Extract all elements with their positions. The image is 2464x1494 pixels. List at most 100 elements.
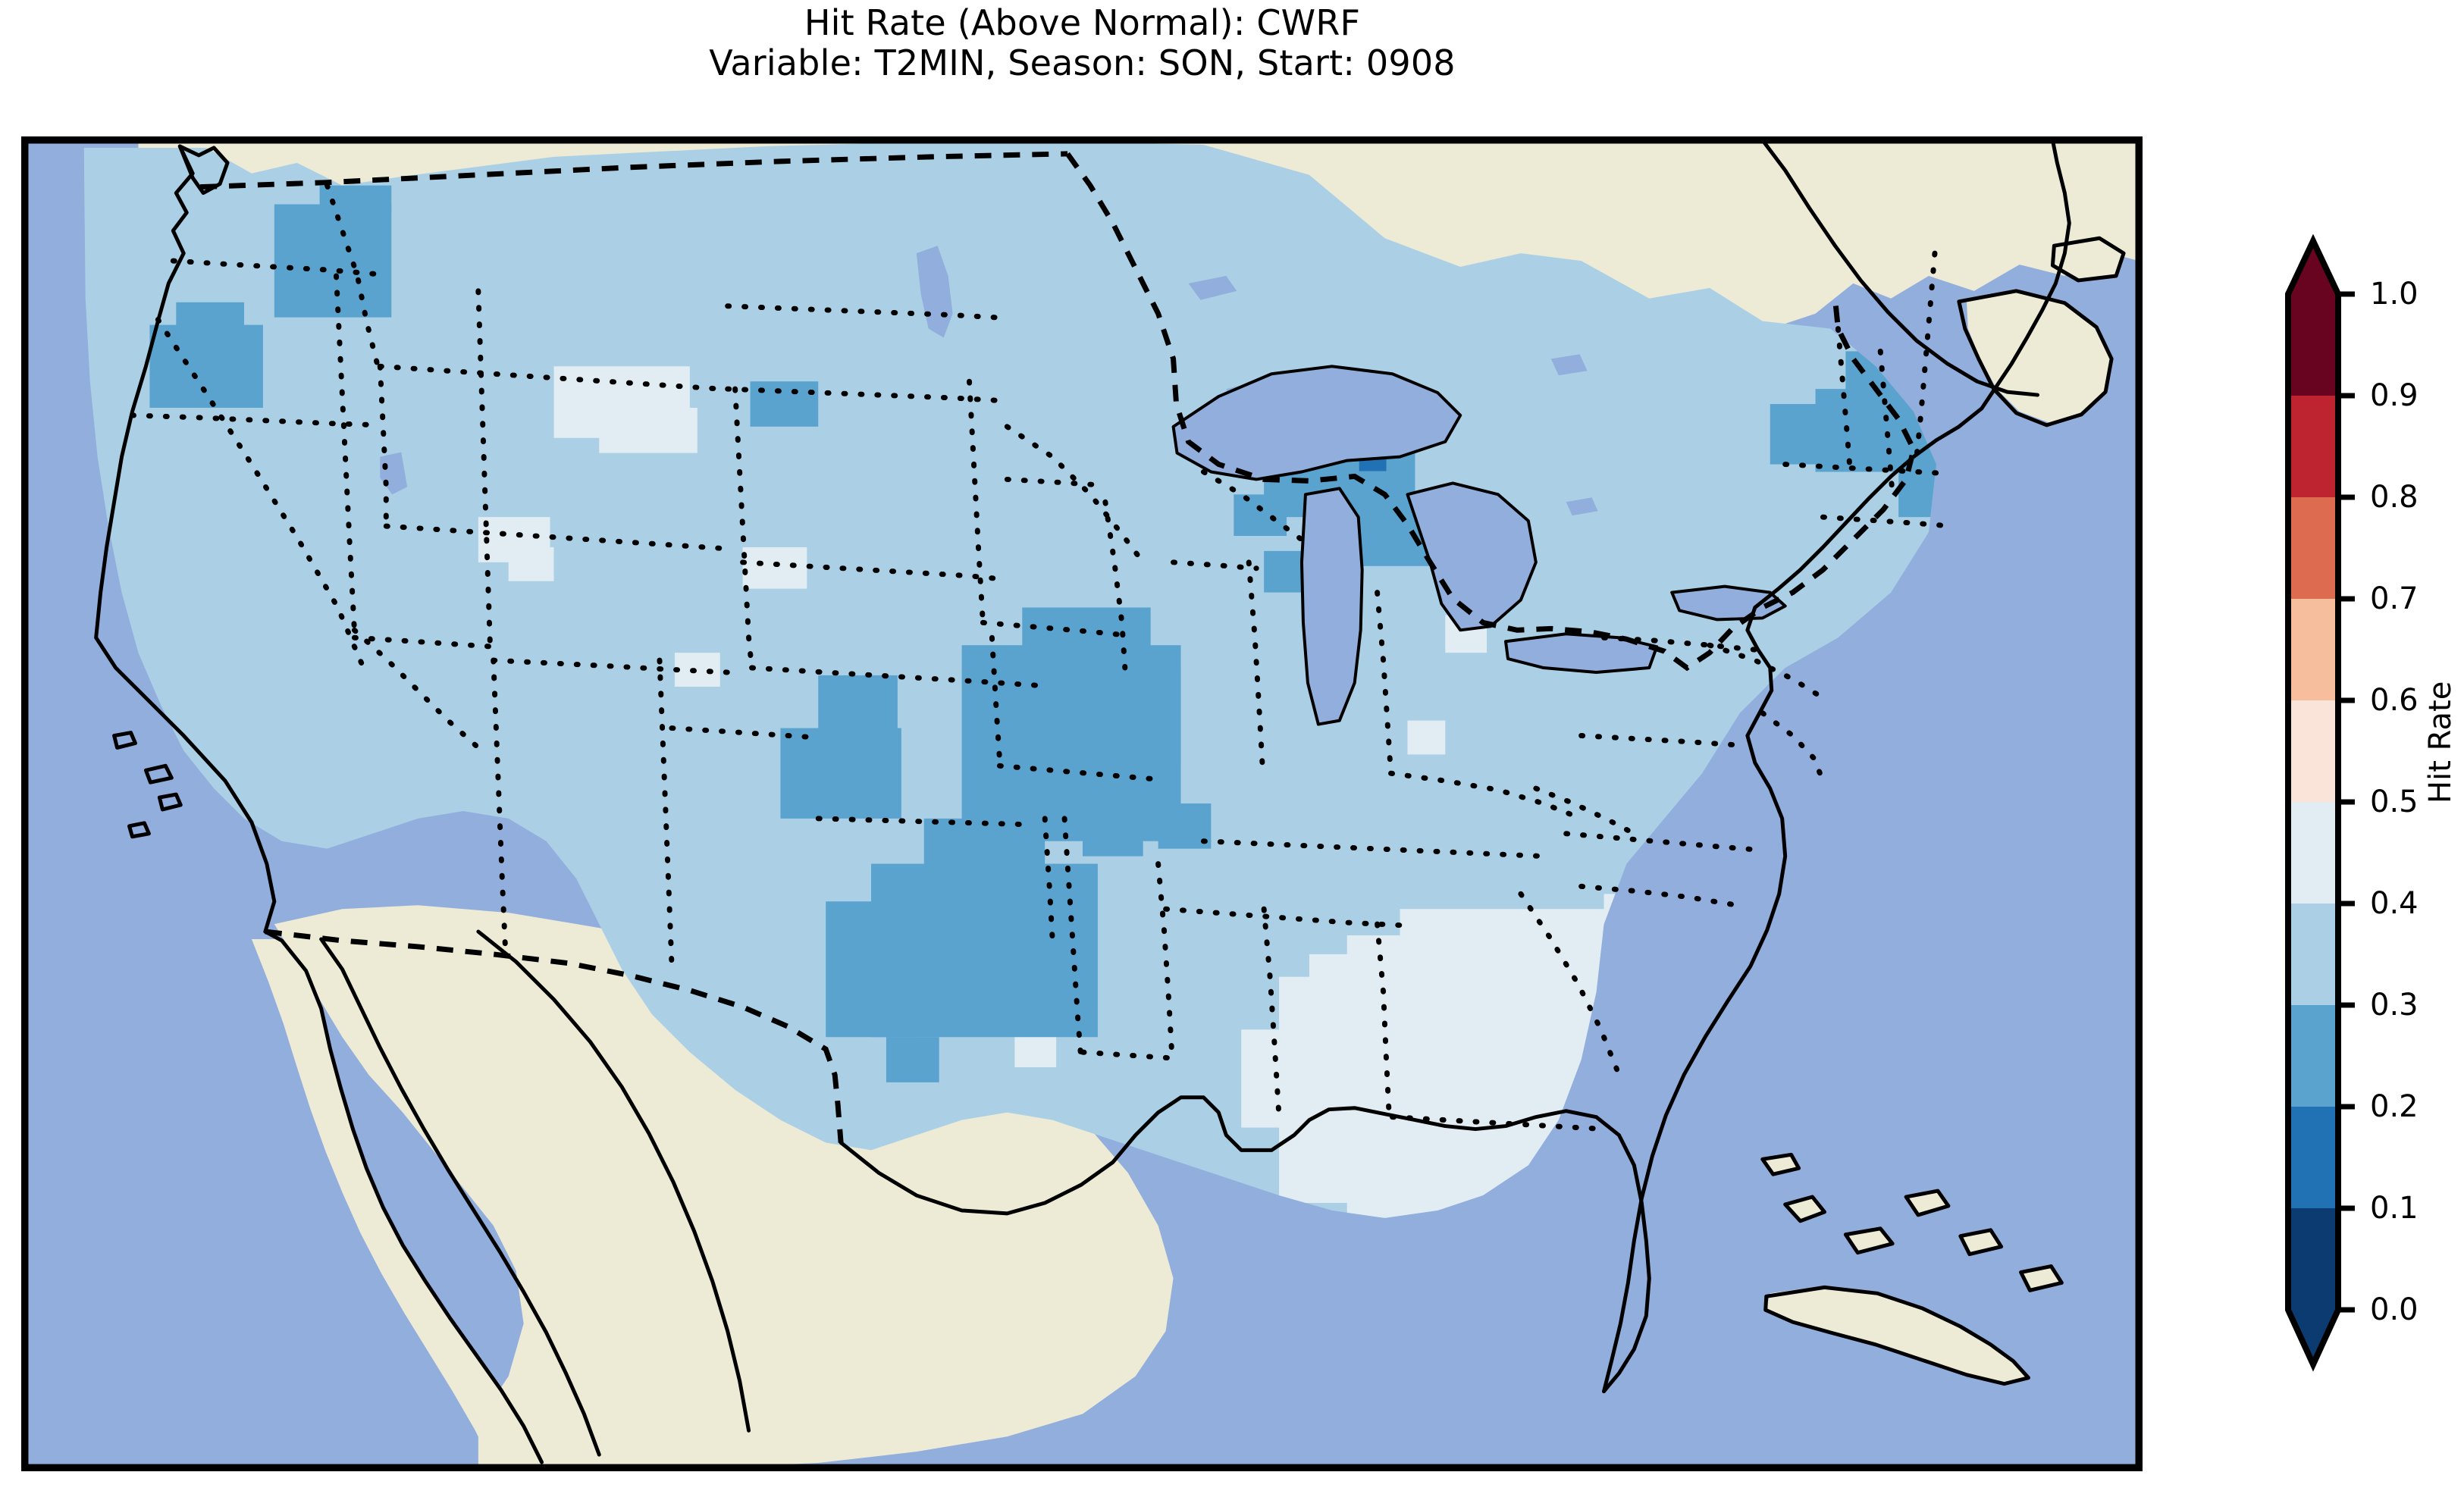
state-border-ut-co bbox=[475, 288, 494, 656]
state-border-ut-az bbox=[351, 634, 497, 650]
state-border-mn-wi bbox=[1004, 424, 1146, 565]
lake-ontario bbox=[1672, 586, 1785, 620]
state-border-ne-ks bbox=[740, 559, 1002, 582]
small-lake-a bbox=[1188, 275, 1237, 300]
nova-scotia-landmass bbox=[1966, 240, 2122, 423]
lake-superior-outline bbox=[1171, 365, 1462, 481]
colorbar-extend-max bbox=[2288, 241, 2338, 294]
small-lake-c bbox=[1550, 354, 1588, 376]
state-border-mi-wi bbox=[1200, 469, 1305, 543]
cuba-landmass bbox=[1766, 1286, 2027, 1383]
colorbar-tick-0.2: 0.2 bbox=[2370, 1089, 2419, 1124]
small-lake-d bbox=[1566, 497, 1598, 516]
colorbar-svg bbox=[2285, 233, 2355, 1372]
state-border-ia-mo bbox=[980, 619, 1124, 637]
state-border-la-ms bbox=[1080, 1049, 1177, 1061]
state-border-oh-wv-ky bbox=[1388, 770, 1585, 822]
state-border-tx-la bbox=[1061, 816, 1084, 1063]
state-border-al-ga bbox=[1375, 921, 1393, 1123]
lake-michigan-outline bbox=[1299, 487, 1364, 726]
state-border-in-oh bbox=[1375, 590, 1394, 776]
coastlines bbox=[94, 140, 2126, 1464]
state-border-ct-ma bbox=[1820, 514, 1955, 529]
colorbar-tick-1.0: 1.0 bbox=[2370, 277, 2419, 312]
border-us-canada-lakes bbox=[1065, 152, 1917, 672]
great-lakes bbox=[380, 246, 1785, 725]
colorbar-band-0.7-0.8 bbox=[2288, 497, 2338, 599]
state-border-mt-wy bbox=[377, 363, 723, 392]
state-borders bbox=[130, 183, 1955, 1132]
state-border-ne-england-1 bbox=[1782, 462, 1947, 476]
baja-peninsula bbox=[251, 938, 547, 1467]
bahamas-islands bbox=[1762, 1153, 2061, 1289]
coastline-pei bbox=[2050, 236, 2126, 283]
coastline-bahamas bbox=[1760, 1152, 2064, 1292]
state-border-ok-ar bbox=[1042, 816, 1055, 942]
country-borders bbox=[200, 151, 1917, 1143]
colorbar: 1.0 0.9 0.8 0.7 0.6 0.5 0.4 0.3 0.2 0.1 … bbox=[2285, 233, 2419, 1372]
state-border-ok-tx-panhandle bbox=[669, 725, 813, 740]
state-border-ca-nv bbox=[155, 317, 366, 671]
colorbar-band-0.2-0.3 bbox=[2288, 1005, 2338, 1107]
map-axes bbox=[21, 136, 2143, 1471]
map-frame-border bbox=[25, 140, 2139, 1467]
coastline-cuba bbox=[1763, 1285, 2031, 1386]
state-border-ks-ok bbox=[749, 665, 1048, 689]
colorbar-tick-0.1: 0.1 bbox=[2370, 1191, 2419, 1226]
state-border-wv-va bbox=[1533, 785, 1637, 837]
colorbar-tick-0.9: 0.9 bbox=[2370, 378, 2419, 413]
colorbar-band-0.4-0.5 bbox=[2288, 802, 2338, 904]
state-border-nv-ut bbox=[334, 273, 357, 633]
coastline-gulf-california bbox=[319, 937, 601, 1457]
state-border-ms-al bbox=[1261, 906, 1282, 1120]
lake-michigan bbox=[1301, 488, 1362, 725]
state-border-az-nm bbox=[491, 657, 509, 954]
colorbar-tick-0.0: 0.0 bbox=[2370, 1292, 2419, 1327]
coastline-puget-sound bbox=[177, 144, 230, 196]
coastline-newfoundland bbox=[1957, 289, 2114, 428]
colorbar-extend-min bbox=[2288, 1310, 2338, 1364]
state-border-nd-sd bbox=[725, 303, 1010, 321]
colorbar-tick-0.6: 0.6 bbox=[2370, 683, 2419, 718]
colorbar-band-0.5-0.6 bbox=[2288, 700, 2338, 802]
state-border-ky-tn bbox=[1200, 838, 1547, 860]
lake-ontario-outline bbox=[1670, 584, 1787, 622]
title-line-2: Variable: T2MIN, Season: SON, Start: 090… bbox=[709, 42, 1456, 84]
state-border-tn-ms-al-ga bbox=[1163, 906, 1410, 929]
colorbar-tick-0.3: 0.3 bbox=[2370, 988, 2419, 1023]
colorbar-band-0.0-0.1 bbox=[2288, 1208, 2338, 1310]
small-lake-b bbox=[1226, 384, 1251, 402]
state-border-tx-ok bbox=[815, 816, 1033, 828]
state-border-mn-ia bbox=[1004, 476, 1108, 488]
coastline-west bbox=[94, 144, 277, 934]
colorbar-band-0.9-1.0 bbox=[2288, 294, 2338, 396]
colorbar-band-0.3-0.4 bbox=[2288, 904, 2338, 1005]
colorbar-tick-0.4: 0.4 bbox=[2370, 886, 2419, 921]
colorbar-tick-0.7: 0.7 bbox=[2370, 581, 2419, 616]
lake-erie bbox=[1505, 634, 1657, 672]
coastline-channel-islands bbox=[112, 731, 183, 839]
map-canvas bbox=[25, 140, 2139, 1467]
state-border-ga-sc bbox=[1518, 891, 1622, 1078]
lake-erie-outline bbox=[1504, 632, 1659, 674]
state-border-va-nc bbox=[1563, 831, 1766, 853]
colorbar-axis-label: Hit Rate bbox=[2423, 681, 2458, 803]
coastline-baja bbox=[263, 929, 544, 1464]
coastline-mexico-west bbox=[476, 929, 751, 1433]
state-border-ga-fl bbox=[1390, 1114, 1607, 1132]
state-border-co-ks bbox=[732, 386, 755, 671]
figure-title: Hit Rate (Above Normal): CWRF Variable: … bbox=[0, 2, 2165, 84]
state-border-nm-tx bbox=[657, 657, 675, 966]
colorbar-band-0.6-0.7 bbox=[2288, 599, 2338, 700]
state-border-de-nj bbox=[1760, 710, 1826, 784]
state-border-mo-ar bbox=[996, 763, 1161, 782]
coastline-st-lawrence bbox=[1760, 140, 2039, 397]
colorbar-tick-0.8: 0.8 bbox=[2370, 480, 2419, 515]
border-us-mexico bbox=[265, 929, 844, 1143]
colorbar-band-0.1-0.2 bbox=[2288, 1107, 2338, 1208]
state-border-or-ca-id bbox=[130, 412, 383, 428]
state-border-ny-pa bbox=[1707, 642, 1826, 701]
state-border-wa-or bbox=[170, 258, 383, 277]
colorbar-ticks bbox=[2338, 291, 2355, 1313]
